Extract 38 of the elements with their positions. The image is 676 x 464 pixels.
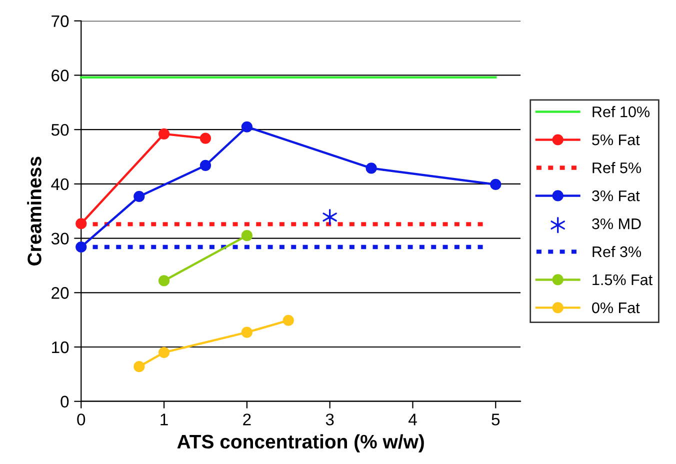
legend-label: 5% Fat xyxy=(592,134,640,146)
x-tick-label: 3 xyxy=(326,414,334,426)
x-tick-label: 4 xyxy=(408,414,417,426)
point xyxy=(134,361,145,372)
x-tick-label: 0 xyxy=(77,414,86,426)
y-tick-label: 50 xyxy=(51,124,69,136)
point xyxy=(490,178,502,190)
y-tick-label: 0 xyxy=(60,396,69,408)
y-tick-label: 40 xyxy=(51,178,69,190)
legend-label: Ref 10% xyxy=(592,106,650,118)
y-tick-label: 70 xyxy=(52,15,69,28)
point xyxy=(241,121,252,132)
point xyxy=(282,314,294,326)
x-tick-label: 5 xyxy=(492,414,500,426)
x-tick-label: 2 xyxy=(243,414,251,426)
point xyxy=(241,326,252,338)
point xyxy=(366,162,377,174)
point xyxy=(241,230,252,242)
legend-label: 3% Fat xyxy=(592,190,640,202)
point xyxy=(134,190,145,202)
point xyxy=(200,160,212,172)
x-axis-title: ATS concentration (% w/w) xyxy=(177,434,424,452)
legend-label: 3% MD xyxy=(592,218,641,230)
legend-label: 0% Fat xyxy=(592,302,640,314)
point xyxy=(158,346,170,358)
legend-label: Ref 5% xyxy=(592,162,642,174)
x-tick-label: 1 xyxy=(160,414,168,426)
point xyxy=(322,208,337,226)
y-axis-title: Creaminess xyxy=(27,156,42,266)
legend-label: Ref 3% xyxy=(592,246,642,258)
point xyxy=(158,128,170,140)
y-tick-label: 30 xyxy=(51,232,69,244)
y-tick-label: 20 xyxy=(52,287,69,299)
legend-label: 1.5% Fat xyxy=(592,274,652,286)
y-tick-label: 10 xyxy=(52,341,69,354)
point xyxy=(200,132,212,144)
y-tick-label: 60 xyxy=(52,70,69,82)
point xyxy=(158,275,170,286)
